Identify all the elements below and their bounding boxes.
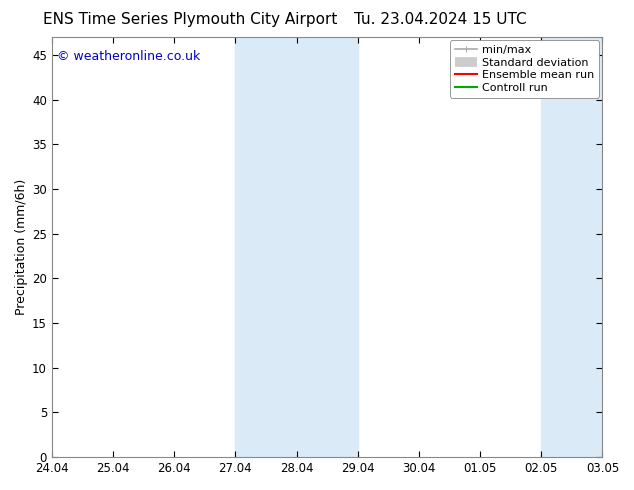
Y-axis label: Precipitation (mm/6h): Precipitation (mm/6h) — [15, 179, 28, 315]
Legend: min/max, Standard deviation, Ensemble mean run, Controll run: min/max, Standard deviation, Ensemble me… — [450, 40, 599, 98]
Bar — [235, 37, 358, 457]
Text: ENS Time Series Plymouth City Airport: ENS Time Series Plymouth City Airport — [43, 12, 337, 27]
Text: © weatheronline.co.uk: © weatheronline.co.uk — [58, 49, 200, 63]
Text: Tu. 23.04.2024 15 UTC: Tu. 23.04.2024 15 UTC — [354, 12, 527, 27]
Bar — [541, 37, 602, 457]
